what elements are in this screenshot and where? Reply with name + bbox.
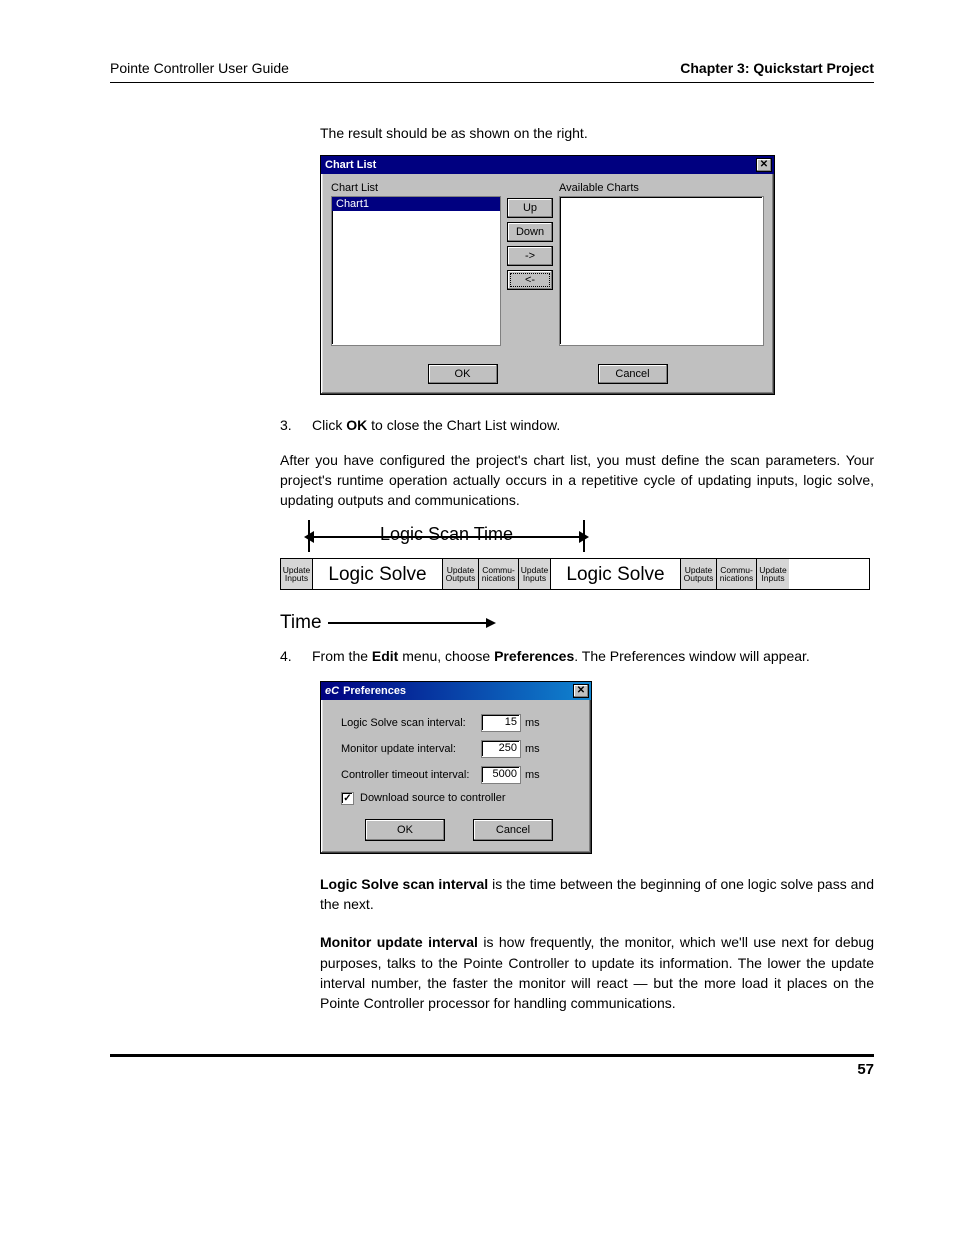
time-arrow-icon bbox=[328, 622, 488, 624]
cycle-cell-small: Commu-nications bbox=[479, 559, 519, 589]
step4-num: 4. bbox=[280, 646, 298, 666]
pref-unit: ms bbox=[525, 743, 540, 755]
chartlist-right-label: Available Charts bbox=[559, 182, 764, 194]
pref-label: Controller timeout interval: bbox=[341, 769, 481, 781]
chartlist-left-label: Chart List bbox=[331, 182, 501, 194]
cycle-cell-small: UpdateInputs bbox=[519, 559, 551, 589]
cancel-button[interactable]: Cancel bbox=[473, 819, 553, 841]
time-label: Time bbox=[280, 612, 322, 634]
pref-input[interactable]: 250 bbox=[481, 740, 521, 758]
cycle-cell-small: UpdateInputs bbox=[757, 559, 789, 589]
page-number: 57 bbox=[110, 1061, 874, 1078]
down-button[interactable]: Down bbox=[507, 222, 553, 242]
preferences-window: eC Preferences ✕ Logic Solve scan interva… bbox=[320, 681, 592, 854]
move-right-button[interactable]: -> bbox=[507, 246, 553, 266]
time-row: Time bbox=[280, 612, 874, 634]
cycle-cell-small: UpdateOutputs bbox=[681, 559, 717, 589]
para-monitor-a: Monitor update interval bbox=[320, 934, 478, 950]
chartlist-left-box[interactable]: Chart1 bbox=[331, 196, 501, 346]
chartlist-item-selected[interactable]: Chart1 bbox=[332, 197, 500, 211]
pref-row: Controller timeout interval:5000 ms bbox=[341, 766, 577, 784]
pref-row: Monitor update interval:250 ms bbox=[341, 740, 577, 758]
move-left-button[interactable]: <- bbox=[507, 270, 553, 290]
chartlist-window: Chart List ✕ Chart List Chart1 Up Down -… bbox=[320, 155, 775, 395]
step3-num: 3. bbox=[280, 415, 298, 435]
cycle-cell-logic-solve: Logic Solve bbox=[551, 559, 681, 589]
step3a: Click bbox=[312, 417, 346, 433]
preferences-title: Preferences bbox=[343, 685, 406, 697]
checkbox-label: Download source to controller bbox=[360, 792, 506, 804]
chartlist-title: Chart List bbox=[325, 159, 376, 171]
step4e: . The Preferences window will appear. bbox=[574, 648, 810, 664]
up-button[interactable]: Up bbox=[507, 198, 553, 218]
step3c: to close the Chart List window. bbox=[367, 417, 560, 433]
step4b: Edit bbox=[372, 648, 398, 664]
pref-checkbox-row: ✓ Download source to controller bbox=[341, 792, 577, 805]
ok-button[interactable]: OK bbox=[428, 364, 498, 384]
intro-line: The result should be as shown on the rig… bbox=[320, 123, 874, 143]
step4a: From the bbox=[312, 648, 372, 664]
pref-input[interactable]: 5000 bbox=[481, 766, 521, 784]
header-left: Pointe Controller User Guide bbox=[110, 60, 289, 76]
pref-unit: ms bbox=[525, 717, 540, 729]
step3b: OK bbox=[346, 417, 367, 433]
cycle-cell-logic-solve: Logic Solve bbox=[313, 559, 443, 589]
cancel-button[interactable]: Cancel bbox=[598, 364, 668, 384]
ok-button[interactable]: OK bbox=[365, 819, 445, 841]
cycle-cell-small: UpdateOutputs bbox=[443, 559, 479, 589]
pref-label: Logic Solve scan interval: bbox=[341, 717, 481, 729]
para-logic: Logic Solve scan interval is the time be… bbox=[320, 874, 874, 915]
cycle-top-label: Logic Scan Time bbox=[308, 524, 585, 545]
step4c: menu, choose bbox=[398, 648, 494, 664]
header-right: Chapter 3: Quickstart Project bbox=[680, 60, 874, 76]
pref-input[interactable]: 15 bbox=[481, 714, 521, 732]
checkbox[interactable]: ✓ bbox=[341, 792, 354, 805]
footer-rule bbox=[110, 1054, 874, 1057]
header-rule bbox=[110, 82, 874, 83]
cycle-cell-small: Commu-nications bbox=[717, 559, 757, 589]
pref-row: Logic Solve scan interval:15 ms bbox=[341, 714, 577, 732]
chartlist-titlebar: Chart List ✕ bbox=[321, 156, 774, 174]
pref-label: Monitor update interval: bbox=[341, 743, 481, 755]
step3-text: Click OK to close the Chart List window. bbox=[312, 415, 560, 435]
para-logic-a: Logic Solve scan interval bbox=[320, 876, 488, 892]
para-monitor: Monitor update interval is how frequentl… bbox=[320, 932, 874, 1013]
chartlist-right-box[interactable] bbox=[559, 196, 764, 346]
cycle-diagram: Logic Scan Time UpdateInputsLogic SolveU… bbox=[280, 524, 874, 590]
pref-unit: ms bbox=[525, 769, 540, 781]
cycle-cell-small: UpdateInputs bbox=[281, 559, 313, 589]
close-icon[interactable]: ✕ bbox=[573, 684, 589, 698]
close-icon[interactable]: ✕ bbox=[756, 158, 772, 172]
preferences-titlebar: eC Preferences ✕ bbox=[321, 682, 591, 700]
preferences-logo: eC bbox=[325, 685, 339, 697]
para-after3: After you have configured the project's … bbox=[280, 450, 874, 511]
step4d: Preferences bbox=[494, 648, 574, 664]
step4-text: From the Edit menu, choose Preferences. … bbox=[312, 646, 874, 666]
